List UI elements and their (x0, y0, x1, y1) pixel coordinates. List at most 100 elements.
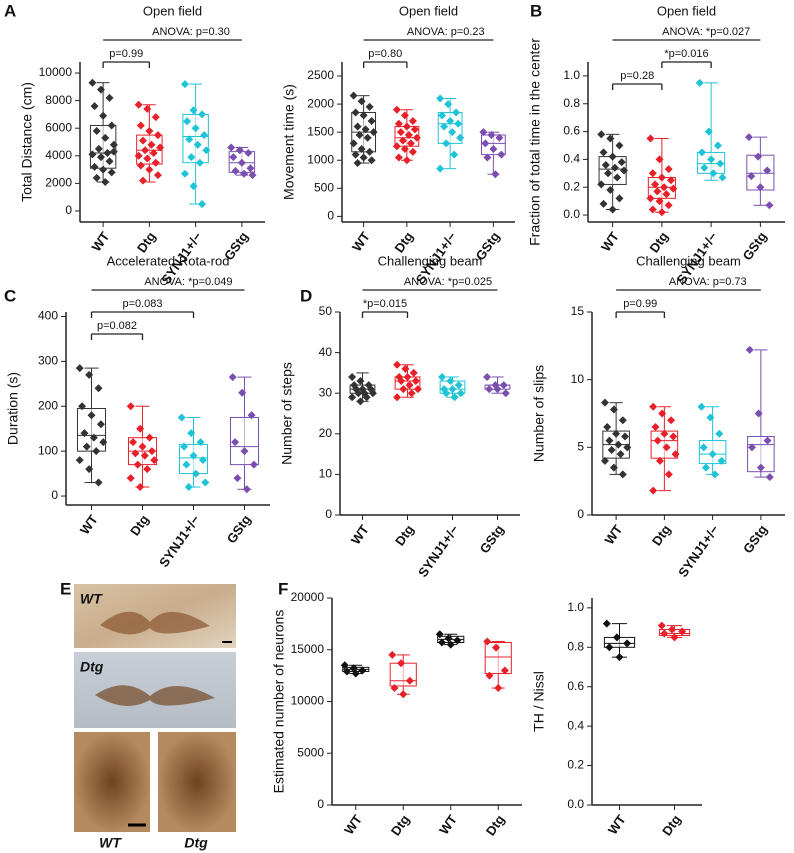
panel-label: C (4, 286, 16, 305)
data-point (605, 643, 614, 652)
chart: Estimated number of neurons 0 5000 10000 150… (271, 590, 522, 838)
data-point (247, 411, 256, 420)
data-point (390, 684, 399, 693)
data-point (231, 166, 240, 175)
bracket-label: ANOVA: p=0.30 (152, 26, 230, 38)
data-point (134, 151, 143, 160)
data-point (231, 438, 240, 447)
data-point (94, 144, 103, 153)
data-point (151, 113, 160, 122)
data-point (649, 402, 658, 411)
bracket-label: p=0.99 (109, 48, 143, 60)
data-point (763, 436, 772, 445)
data-point (701, 463, 710, 472)
y-tick-label: 6000 (45, 120, 72, 134)
data-point (240, 169, 249, 178)
data-point (240, 447, 249, 456)
data-point (597, 130, 606, 139)
y-tick-label: 0.0 (563, 207, 580, 221)
data-point (716, 159, 725, 168)
data-point (657, 621, 666, 630)
image-feature (100, 611, 210, 635)
image-label: WT (80, 591, 103, 607)
data-point (357, 145, 366, 154)
data-point (494, 684, 503, 693)
data-point (413, 385, 422, 394)
x-tick-label: Dtg (659, 812, 684, 838)
data-point (608, 152, 617, 161)
data-point (606, 186, 615, 194)
y-axis-label: Movement time (s) (281, 84, 297, 200)
data-point (403, 372, 412, 381)
data-point (90, 162, 99, 171)
data-point (351, 150, 360, 159)
data-point (435, 630, 444, 639)
data-point (392, 142, 401, 151)
data-point (706, 413, 715, 422)
chart-title: Challenging beam (636, 253, 741, 268)
x-tick-label: SYNJ1+/− (675, 522, 722, 580)
data-point (349, 91, 358, 100)
y-tick-label: 10000 (39, 65, 73, 79)
data-point (613, 173, 622, 182)
data-point (131, 449, 140, 458)
data-point (129, 438, 138, 447)
data-point (438, 372, 447, 381)
data-point (244, 149, 253, 158)
data-point (707, 155, 716, 164)
data-point (143, 104, 152, 113)
panel-label: D (300, 286, 312, 305)
data-point (499, 381, 508, 390)
data-point (483, 637, 492, 646)
data-point (351, 669, 360, 678)
data-point (99, 111, 108, 120)
chart-title: Open field (143, 3, 202, 18)
x-tick-label: Dtg (392, 522, 417, 548)
data-point (134, 100, 143, 109)
data-point (394, 119, 403, 128)
data-point (198, 200, 207, 209)
data-point (495, 133, 504, 142)
data-point (78, 402, 87, 411)
data-point (138, 136, 147, 145)
data-point (351, 108, 360, 117)
data-point (180, 169, 189, 178)
data-point (715, 429, 724, 438)
data-point (497, 150, 506, 159)
data-point (189, 106, 198, 115)
y-tick-label: 15 (571, 304, 585, 318)
data-point (491, 170, 500, 179)
y-tick-label: 0 (317, 797, 324, 811)
x-tick-label: WT (598, 229, 622, 254)
y-tick-label: 0.4 (567, 718, 584, 732)
y-tick-label: 20 (319, 426, 333, 440)
data-point (408, 116, 417, 125)
data-point (126, 474, 135, 483)
data-point (400, 145, 409, 154)
y-tick-label: 0.8 (563, 96, 580, 110)
bracket-label: ANOVA: p=0.73 (669, 276, 747, 288)
image-feature (95, 685, 215, 706)
panel-label: B (530, 1, 542, 20)
data-point (354, 389, 363, 398)
data-point (405, 381, 414, 390)
data-point (183, 117, 192, 126)
data-point (747, 443, 756, 452)
data-point (436, 164, 445, 173)
data-point (485, 671, 494, 680)
data-point (608, 205, 617, 214)
data-point (657, 173, 666, 182)
chart: Open field Total Distance (cm) 0 2000 4000 60… (19, 3, 265, 287)
y-tick-label: 15000 (291, 642, 325, 656)
y-tick-label: 0.0 (567, 797, 584, 811)
x-tick-label: WT (341, 812, 365, 837)
data-point (410, 125, 419, 134)
data-point (616, 450, 625, 459)
data-point (670, 633, 679, 642)
data-point (658, 409, 667, 418)
data-point (90, 102, 99, 111)
data-point (412, 133, 421, 142)
data-point (198, 456, 207, 465)
data-point (348, 372, 357, 381)
bracket-label: p=0.083 (122, 298, 162, 310)
